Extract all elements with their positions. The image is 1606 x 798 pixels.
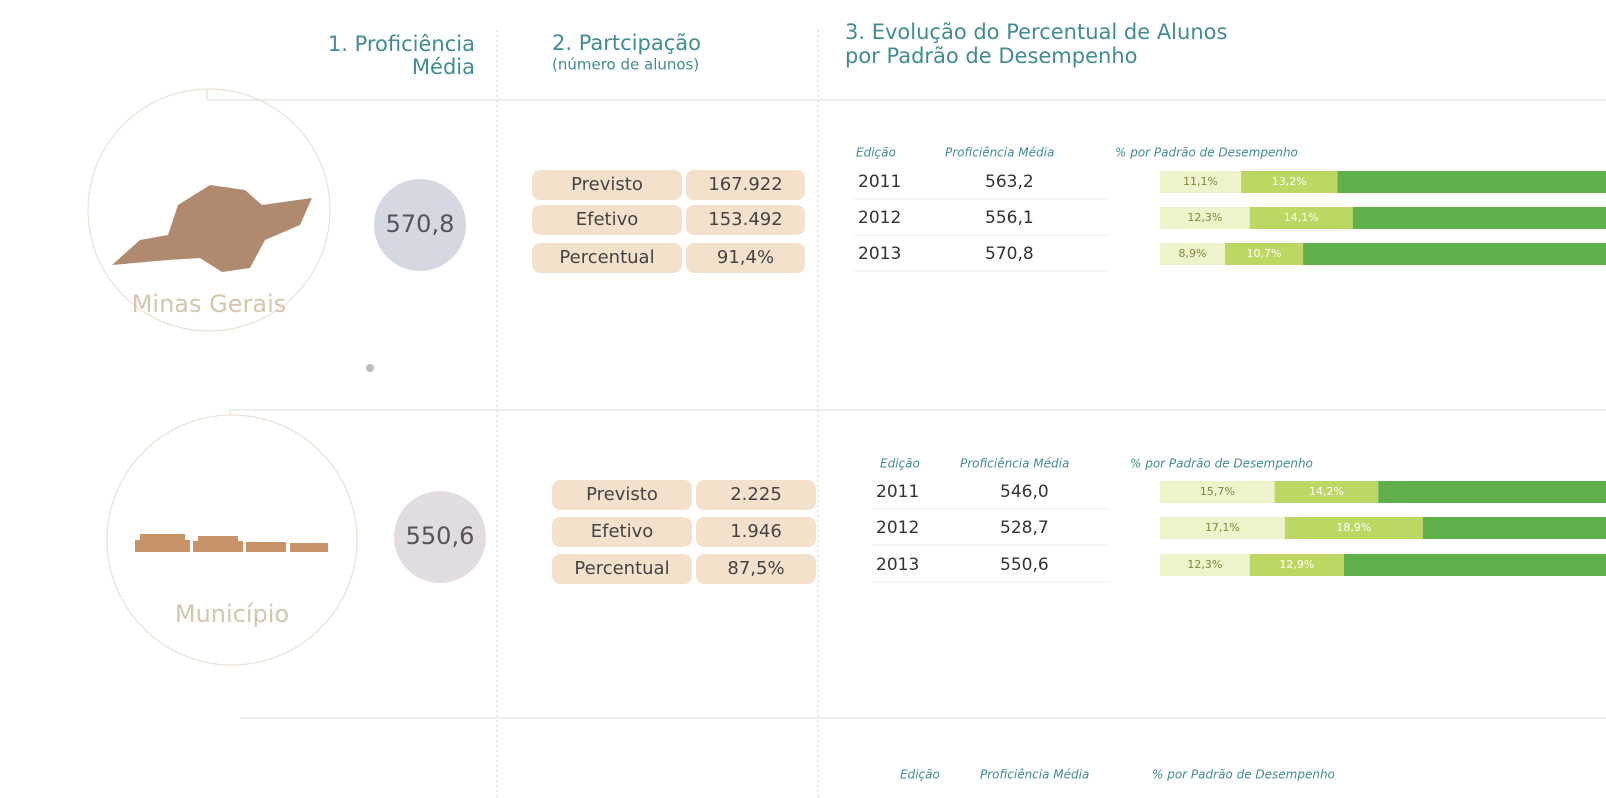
bar-segment [1241,171,1338,193]
pill [532,243,682,273]
bar-rest [1352,207,1606,229]
table-header: Proficiência Média [980,768,1089,782]
bar-rest [1303,243,1606,265]
pill [552,480,692,510]
pill [532,205,682,235]
segment-label: 10,7% [1247,247,1282,260]
bar-segment [1249,554,1344,576]
pill-value: 91,4% [717,247,774,268]
pill-label: Previsto [571,174,643,195]
col2-subtitle: (número de alunos) [552,56,699,74]
state-map [112,185,312,272]
segment-label: 8,9% [1179,247,1207,260]
row-proficiency: 570,8 [985,244,1034,264]
pill [696,480,816,510]
proficiency: 550,6 [406,522,475,550]
col2-title: 2. Partcipação [552,31,701,55]
pill [686,205,805,235]
bar-rest [1378,481,1606,503]
col1-title: 1. Proficiência [328,32,475,56]
dot [366,364,374,372]
segment-label: 14,1% [1284,211,1319,224]
table-header: Proficiência Média [945,146,1054,160]
bar-segment [1249,207,1353,229]
segment-label: 18,9% [1336,521,1371,534]
pill-value: 87,5% [727,558,784,579]
segment-label: 17,1% [1205,521,1240,534]
pill-value: 2.225 [730,484,782,505]
table-header: % por Padrão de Desempenho [1152,768,1335,782]
col3-title: por Padrão de Desempenho [845,44,1137,68]
bar-segment [1160,207,1250,229]
table-header: Edição [856,146,896,160]
houses-icon [135,534,328,552]
segment-label: 12,3% [1187,211,1222,224]
bar-rest [1422,517,1606,539]
segment-label: 12,3% [1187,558,1222,571]
row-proficiency: 556,1 [985,208,1034,228]
year: 2011 [858,172,901,192]
proficiency-badge [374,179,466,271]
segment-label: 11,1% [1183,175,1218,188]
year: 2013 [858,244,901,264]
pill [686,243,805,273]
bar-segment [1274,481,1379,503]
pill-value: 167.922 [708,174,782,195]
segment-label: 14,2% [1309,485,1344,498]
col3-title: 3. Evolução do Percentual de Alunos [845,20,1227,44]
col1-title: Média [412,55,475,79]
pill-label: Efetivo [591,521,654,542]
section-name: Município [175,600,289,628]
pill [696,554,816,584]
icon-circle [106,414,358,666]
row-proficiency: 550,6 [1000,555,1049,575]
bar-segment [1160,481,1275,503]
bar-segment [1224,243,1304,265]
table-header: % por Padrão de Desempenho [1130,457,1313,471]
pill-value: 153.492 [708,209,782,230]
pill [552,517,692,547]
bar-segment [1284,517,1423,539]
segment-label: 12,9% [1279,558,1314,571]
pill-label: Percentual [574,558,669,579]
pill [552,554,692,584]
proficiency-badge [394,491,486,583]
pill-label: Efetivo [576,209,639,230]
pill [696,517,816,547]
row-proficiency: 563,2 [985,172,1034,192]
pill [686,170,805,200]
table-header: % por Padrão de Desempenho [1115,146,1298,160]
table-header: Proficiência Média [960,457,1069,471]
segment-label: 13,2% [1272,175,1307,188]
bar-segment [1160,171,1242,193]
year: 2011 [876,482,919,502]
icon-circle [87,88,331,332]
bar-rest [1337,171,1606,193]
table-header: Edição [880,457,920,471]
pill-label: Percentual [559,247,654,268]
year: 2012 [858,208,901,228]
section-name: Minas Gerais [132,290,287,318]
row-proficiency: 528,7 [1000,518,1049,538]
pill [532,170,682,200]
bar-segment [1160,243,1225,265]
segment-label: 15,7% [1200,485,1235,498]
bar-segment [1160,517,1285,539]
bar-rest [1343,554,1606,576]
pill-label: Previsto [586,484,658,505]
bar-segment [1160,554,1250,576]
row-proficiency: 546,0 [1000,482,1049,502]
proficiency: 570,8 [386,210,455,238]
table-header: Edição [900,768,940,782]
pill-value: 1.946 [730,521,782,542]
year: 2012 [876,518,919,538]
year: 2013 [876,555,919,575]
